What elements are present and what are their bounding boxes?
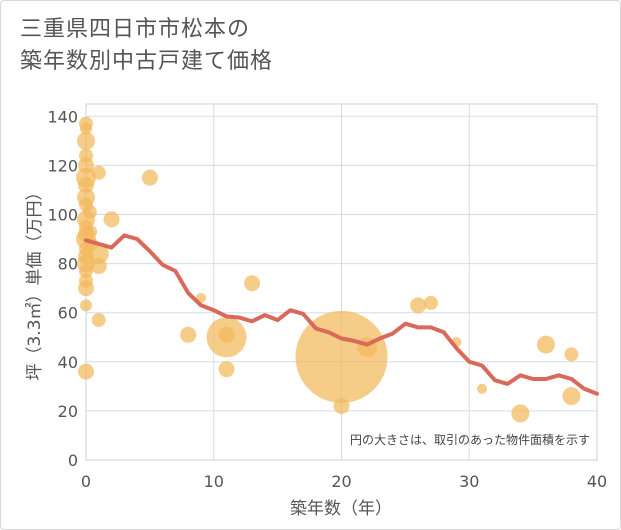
bubble-point xyxy=(244,275,261,292)
bubble-point xyxy=(477,383,488,394)
bubble-point xyxy=(103,211,120,228)
bubble-point xyxy=(564,347,579,362)
chart-title: 三重県四日市市松本の 築年数別中古戸建て価格 xyxy=(20,14,273,78)
bubble-point xyxy=(78,280,94,297)
chart-title-line2: 築年数別中古戸建て価格 xyxy=(20,49,274,74)
bubble-point xyxy=(536,335,555,354)
trend-line xyxy=(84,233,599,396)
bubble-point xyxy=(91,165,106,180)
bubble-point xyxy=(80,299,92,312)
y-tick-label: 120 xyxy=(47,156,78,175)
y-tick-label: 100 xyxy=(47,205,78,224)
x-tick-label: 0 xyxy=(81,472,91,491)
y-tick-label: 140 xyxy=(47,107,78,126)
bubble-point xyxy=(77,131,95,150)
bubble-point xyxy=(78,177,94,194)
bubble-point xyxy=(218,326,235,343)
bubble-point xyxy=(180,326,197,343)
y-axis-label: 坪（3.3㎡）単価（万円） xyxy=(25,183,45,380)
bubble-point xyxy=(78,363,94,380)
bubble-point xyxy=(82,205,97,220)
size-note: 円の大きさは、取引のあった物件面積を示す xyxy=(350,432,590,447)
x-axis-label: 築年数（年） xyxy=(290,499,392,519)
bubble-point xyxy=(141,169,158,186)
bubble-point xyxy=(91,313,106,328)
x-tick-label: 40 xyxy=(587,472,607,491)
bubble-point xyxy=(423,295,438,310)
chart-title-line1: 三重県四日市市松本の xyxy=(20,17,251,42)
bubble-point xyxy=(88,243,109,264)
y-tick-label: 20 xyxy=(58,402,78,421)
bubble-point xyxy=(511,404,530,423)
bubble-point xyxy=(295,310,388,403)
bubble-point xyxy=(333,397,350,414)
x-tick-label: 20 xyxy=(331,472,351,491)
x-tick-label: 10 xyxy=(204,472,224,491)
y-tick-label: 0 xyxy=(68,451,78,470)
x-tick-label: 30 xyxy=(459,472,479,491)
bubble-point xyxy=(562,387,581,406)
y-tick-label: 80 xyxy=(58,255,78,274)
bubble-point xyxy=(410,297,427,314)
y-tick-label: 40 xyxy=(58,353,78,372)
trend xyxy=(84,233,599,396)
bubble-point xyxy=(218,361,235,378)
bubble-point xyxy=(90,258,107,275)
bubble-point xyxy=(80,122,92,135)
bubble-point xyxy=(79,263,93,278)
tick-labels: 0 20 40 60 80 100 120 140 0 10 20 30 40 xyxy=(47,107,607,491)
bubble-point xyxy=(85,225,98,238)
y-tick-label: 60 xyxy=(58,304,78,323)
